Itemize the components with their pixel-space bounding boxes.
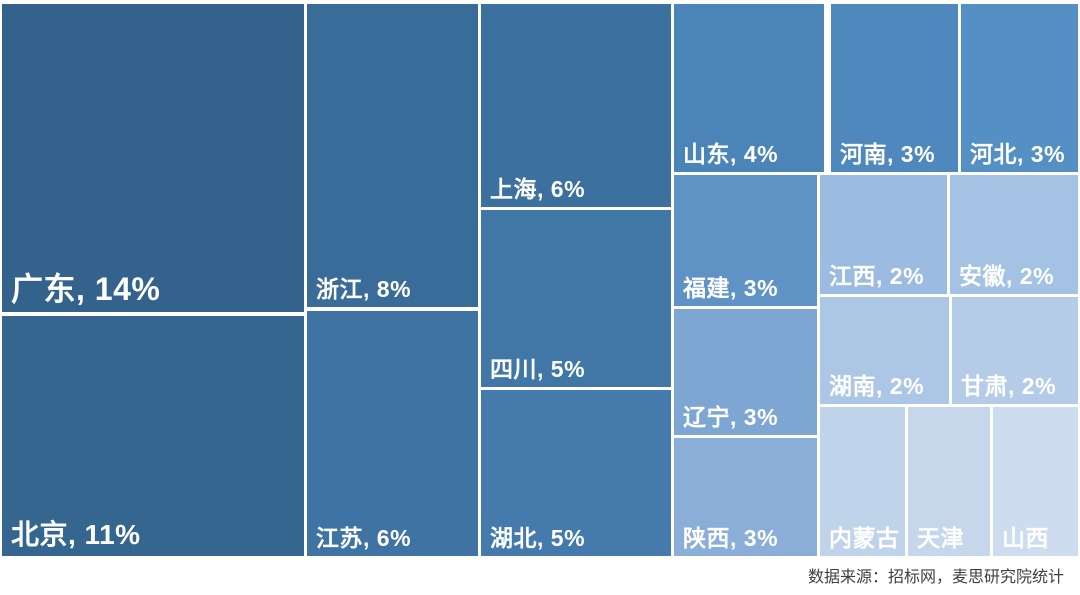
treemap-cell-liaoning: 辽宁, 3% xyxy=(674,309,817,435)
treemap-cell-label-fujian: 福建, 3% xyxy=(683,274,779,301)
treemap-cell-shaanxi: 陕西, 3% xyxy=(674,438,817,556)
treemap-cell-label-liaoning: 辽宁, 3% xyxy=(683,403,779,430)
treemap-cell-label-beijing: 北京, 11% xyxy=(11,519,141,551)
treemap-cell-anhui: 安徽, 2% xyxy=(950,175,1078,294)
treemap-cell-label-jiangxi: 江西, 2% xyxy=(829,262,925,289)
treemap-cell-label-tianjin: 天津 xyxy=(917,524,964,551)
treemap-cell-label-shaanxi: 陕西, 3% xyxy=(683,524,779,551)
treemap-cell-jiangxi: 江西, 2% xyxy=(820,175,947,294)
treemap-cell-label-shanghai: 上海, 6% xyxy=(490,175,586,202)
treemap-cell-zhejiang: 浙江, 8% xyxy=(307,4,478,307)
treemap-cell-henan: 河南, 3% xyxy=(831,4,958,172)
treemap-cell-tianjin: 天津 xyxy=(908,407,990,556)
treemap-cell-label-anhui: 安徽, 2% xyxy=(959,262,1055,289)
treemap-cell-shanghai: 上海, 6% xyxy=(481,4,671,207)
treemap-cell-label-inner-mongolia: 内蒙古 xyxy=(829,524,900,551)
treemap-cell-label-hubei: 湖北, 5% xyxy=(490,524,586,551)
treemap-cell-label-shandong: 山东, 4% xyxy=(683,140,779,167)
treemap-cell-fujian: 福建, 3% xyxy=(674,175,817,306)
treemap-cell-beijing: 北京, 11% xyxy=(2,316,304,556)
treemap-cell-jiangsu: 江苏, 6% xyxy=(307,311,478,556)
treemap-cell-label-sichuan: 四川, 5% xyxy=(490,355,586,382)
treemap-cell-guangdong: 广东, 14% xyxy=(2,4,304,312)
treemap-cell-label-hebei: 河北, 3% xyxy=(970,140,1066,167)
treemap-cell-label-jiangsu: 江苏, 6% xyxy=(316,524,412,551)
treemap-cell-label-gansu: 甘肃, 2% xyxy=(961,372,1057,399)
treemap-area: 广东, 14% 北京, 11% 浙江, 8% 江苏, 6% 上海, 6% 四川, 5% 湖北… xyxy=(2,4,1078,556)
treemap-cell-label-zhejiang: 浙江, 8% xyxy=(316,275,412,302)
treemap-cell-sichuan: 四川, 5% xyxy=(481,210,671,387)
treemap-cell-shanxi: 山西 xyxy=(993,407,1078,556)
treemap-cell-label-shanxi: 山西 xyxy=(1002,524,1049,551)
treemap-cell-hubei: 湖北, 5% xyxy=(481,390,671,556)
treemap-cell-shandong: 山东, 4% xyxy=(674,4,824,172)
treemap-cell-inner-mongolia: 内蒙古 xyxy=(820,407,905,556)
treemap-cell-gansu: 甘肃, 2% xyxy=(952,297,1078,404)
data-source-note: 数据来源：招标网，麦思研究院统计 xyxy=(807,569,1064,586)
treemap-cell-hunan: 湖南, 2% xyxy=(820,297,949,404)
treemap-cell-label-hunan: 湖南, 2% xyxy=(829,372,925,399)
treemap-cell-hebei: 河北, 3% xyxy=(961,4,1078,172)
treemap-cell-label-henan: 河南, 3% xyxy=(840,140,936,167)
treemap-cell-label-guangdong: 广东, 14% xyxy=(11,270,161,307)
